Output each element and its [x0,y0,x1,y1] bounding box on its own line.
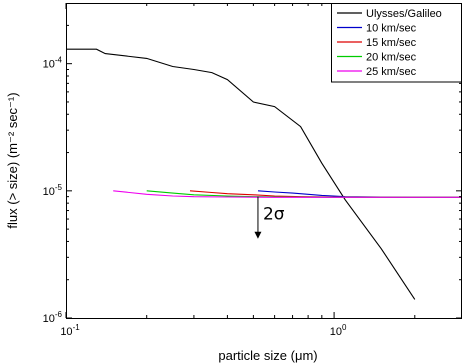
series-line-0 [66,48,416,300]
x-tick-label: 100 [330,323,347,338]
legend-entry: 10 km/sec [366,23,417,35]
y-tick-label: 10-4 [43,56,63,71]
x-tick-label: 10-1 [60,323,80,338]
x-axis-label: particle size (μm) [218,348,317,363]
legend-entry: Ulysses/Galileo [366,8,442,20]
legend-entry: 15 km/sec [366,37,417,49]
legend-entry: 20 km/sec [366,52,417,64]
series-line-4 [113,190,462,198]
legend-entry: 25 km/sec [366,66,417,78]
annotation-2-sigma: 2σ [263,205,285,225]
legend: Ulysses/Galileo 10 km/sec 15 km/sec 20 km/s… [331,3,462,83]
ticks-layer: 10-1 100 10-6 10-5 10-4 [43,3,462,338]
y-tick-label: 10-5 [43,183,63,198]
annotation-layer: 2σ [254,196,285,239]
y-axis-label: flux (> size) (m⁻² sec⁻¹) [5,92,20,228]
y-tick-label: 10-6 [43,310,63,325]
legend-box [331,3,462,83]
series-layer [66,48,462,300]
annotation-arrowhead [254,231,262,239]
